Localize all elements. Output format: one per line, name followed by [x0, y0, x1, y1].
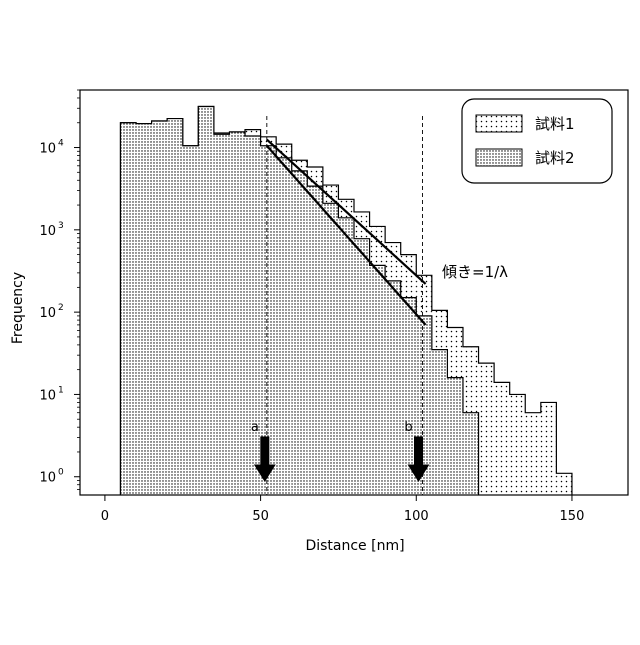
s2-bar-16 — [370, 265, 386, 495]
legend-label-sample2: 試料2 — [535, 149, 575, 167]
s2-bar-0 — [120, 123, 136, 495]
y-axis-label: Frequency — [10, 272, 26, 344]
y-tick-exponent-1: 1 — [58, 385, 64, 395]
s1-bar-26 — [525, 413, 541, 495]
s2-bar-2 — [152, 121, 168, 495]
marker-label-b: b — [404, 420, 412, 435]
y-tick-exponent-3: 3 — [58, 221, 64, 231]
legend-frame — [462, 99, 612, 183]
s2-bar-3 — [167, 119, 183, 495]
y-tick-label-0: 10 — [39, 471, 56, 486]
x-tick-label-1: 50 — [252, 509, 269, 524]
y-tick-exponent-2: 2 — [58, 303, 64, 313]
y-tick-exponent-4: 4 — [58, 139, 64, 149]
x-tick-label-3: 150 — [560, 509, 585, 524]
y-tick-label-4: 10 — [39, 142, 56, 157]
s2-bar-4 — [183, 146, 199, 495]
y-tick-label-3: 10 — [39, 224, 56, 239]
marker-label-a: a — [251, 420, 259, 435]
x-axis-label: Distance [nm] — [305, 538, 404, 554]
s1-bar-24 — [494, 382, 510, 495]
legend-swatch-sample2 — [476, 149, 522, 166]
s1-bar-28 — [556, 473, 572, 495]
s1-bar-27 — [541, 402, 557, 495]
legend-label-sample1: 試料1 — [535, 115, 575, 133]
y-tick-label-2: 10 — [39, 306, 56, 321]
x-tick-label-2: 100 — [404, 509, 429, 524]
s2-bar-11 — [292, 171, 308, 495]
x-tick-label-0: 0 — [101, 509, 109, 524]
s2-bar-13 — [323, 203, 339, 495]
s2-bar-5 — [198, 107, 214, 495]
legend: 試料1 試料2 — [462, 99, 612, 183]
s1-bar-25 — [510, 394, 526, 495]
s2-bar-6 — [214, 134, 230, 495]
s2-bar-10 — [276, 158, 292, 495]
slope-annotation: 傾き=1/λ — [442, 263, 508, 281]
s2-bar-14 — [338, 218, 354, 495]
s2-bar-7 — [229, 132, 245, 495]
s2-bar-21 — [447, 378, 463, 495]
s2-bar-1 — [136, 124, 152, 495]
legend-swatch-sample1 — [476, 115, 522, 132]
s1-bar-23 — [479, 363, 495, 495]
s2-bar-8 — [245, 136, 261, 495]
y-tick-label-1: 10 — [39, 388, 56, 403]
s2-bar-20 — [432, 350, 448, 495]
s2-bar-17 — [385, 281, 401, 495]
s2-bar-15 — [354, 239, 370, 495]
y-tick-exponent-0: 0 — [58, 468, 64, 478]
s2-bar-12 — [307, 186, 323, 495]
s2-bar-22 — [463, 413, 479, 495]
